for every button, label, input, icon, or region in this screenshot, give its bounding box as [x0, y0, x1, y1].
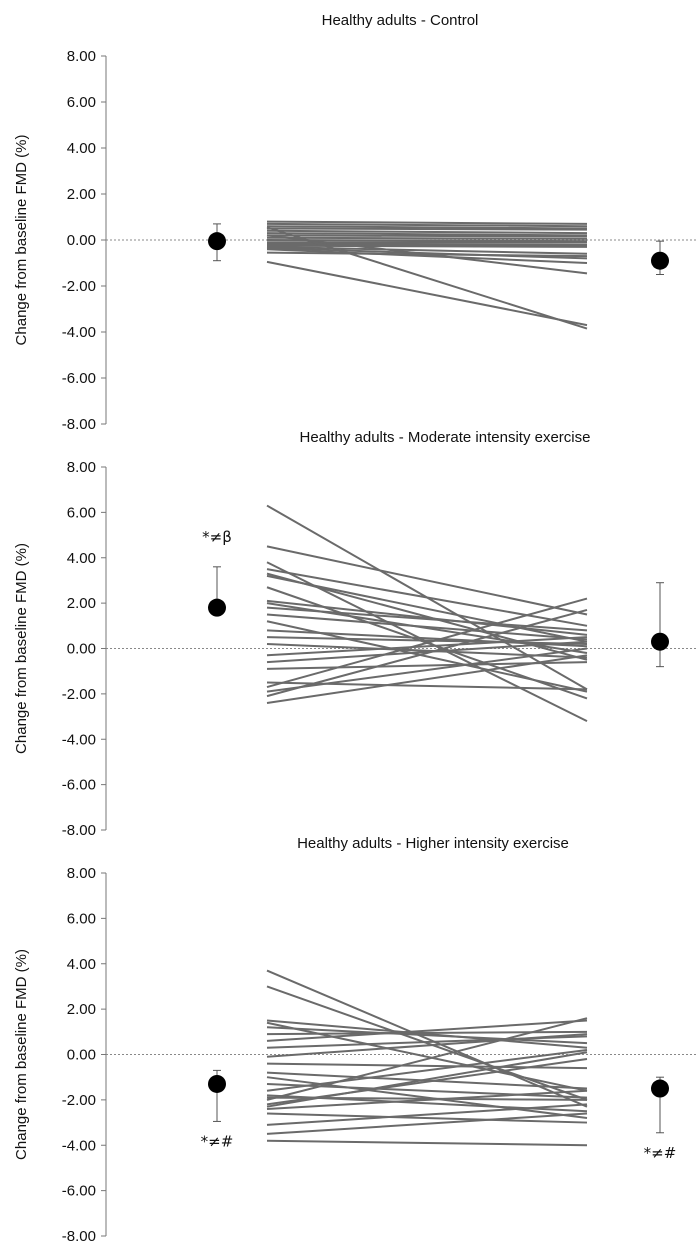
y-tick-label: 0.00 [67, 232, 96, 249]
y-tick-label: 8.00 [67, 48, 96, 65]
individual-line [266, 1071, 588, 1090]
individual-line [266, 222, 588, 228]
post-mean-marker [651, 251, 669, 270]
individual-line [266, 1139, 588, 1147]
individual-line [266, 985, 588, 1101]
individual-line [266, 260, 588, 327]
individual-line [266, 647, 588, 693]
individual-line [266, 244, 588, 248]
individual-line [266, 636, 588, 657]
y-tick-label: -4.00 [62, 1137, 96, 1154]
individual-line [266, 574, 588, 643]
individual-line [266, 227, 588, 231]
individual-line [266, 1112, 588, 1135]
pre-mean-marker [208, 598, 226, 617]
individual-line [266, 225, 588, 230]
individual-line [266, 245, 588, 255]
post-mean-marker [651, 632, 669, 651]
individual-line [266, 606, 588, 632]
y-tick-label: 4.00 [67, 140, 96, 157]
individual-line [266, 234, 588, 275]
individual-line [266, 1096, 588, 1101]
y-tick-label: -4.00 [62, 324, 96, 341]
individual-line [266, 1017, 588, 1101]
individual-line [266, 608, 588, 698]
y-tick-label: 6.00 [67, 504, 96, 521]
y-axis-label: Change from baseline FMD (%) [13, 135, 30, 346]
individual-line [266, 654, 588, 704]
panel-title: Healthy adults - Moderate intensity exer… [300, 429, 591, 446]
y-tick-label: 8.00 [67, 865, 96, 882]
pre-mean-marker [208, 232, 226, 251]
individual-line [266, 1112, 588, 1124]
individual-line [266, 597, 588, 689]
individual-line [266, 1033, 588, 1058]
individual-line [266, 236, 588, 240]
y-tick-label: -8.00 [62, 1228, 96, 1245]
y-tick-label: 2.00 [67, 595, 96, 612]
post-mean-marker [651, 1079, 669, 1098]
individual-line [266, 1103, 588, 1126]
individual-line [266, 640, 588, 664]
y-tick-label: 0.00 [67, 641, 96, 658]
individual-line [266, 568, 588, 627]
individual-line [266, 220, 588, 225]
panel-title: Healthy adults - Control [322, 12, 479, 29]
individual-line [266, 248, 588, 264]
individual-line [266, 1048, 588, 1092]
y-tick-label: 6.00 [67, 910, 96, 927]
pre-mean-marker [208, 1074, 226, 1093]
y-tick-label: 2.00 [67, 186, 96, 203]
individual-line [266, 232, 588, 237]
y-tick-label: -2.00 [62, 686, 96, 703]
post-significance-annotation: *≠# [644, 1144, 677, 1162]
individual-line [266, 545, 588, 616]
individual-line [266, 239, 588, 243]
pre-significance-annotation: *≠# [201, 1132, 234, 1150]
panel-title: Healthy adults - Higher intensity exerci… [297, 835, 569, 852]
y-tick-label: -8.00 [62, 822, 96, 839]
y-tick-label: -2.00 [62, 278, 96, 295]
y-tick-label: -6.00 [62, 370, 96, 387]
y-tick-label: -2.00 [62, 1092, 96, 1109]
individual-line [266, 1089, 588, 1110]
y-tick-label: 8.00 [67, 459, 96, 476]
y-tick-label: 4.00 [67, 550, 96, 567]
y-tick-label: 4.00 [67, 956, 96, 973]
y-tick-label: -8.00 [62, 416, 96, 433]
individual-line [266, 636, 588, 645]
individual-line [266, 1026, 588, 1045]
y-tick-label: 0.00 [67, 1047, 96, 1064]
individual-line [266, 226, 588, 330]
individual-line [266, 229, 588, 235]
individual-line [266, 613, 588, 641]
y-tick-label: -4.00 [62, 731, 96, 748]
y-axis-label: Change from baseline FMD (%) [13, 949, 30, 1160]
y-tick-label: 2.00 [67, 1001, 96, 1018]
y-axis-label: Change from baseline FMD (%) [13, 543, 30, 754]
y-tick-label: -6.00 [62, 777, 96, 794]
individual-line [266, 234, 588, 238]
individual-line [266, 599, 588, 636]
individual-line [266, 969, 588, 1108]
individual-line [266, 1019, 588, 1049]
individual-line [266, 247, 588, 260]
y-tick-label: 6.00 [67, 94, 96, 111]
y-tick-label: -6.00 [62, 1183, 96, 1200]
pre-significance-annotation: *≠β [202, 528, 232, 546]
individual-line [266, 1019, 588, 1042]
